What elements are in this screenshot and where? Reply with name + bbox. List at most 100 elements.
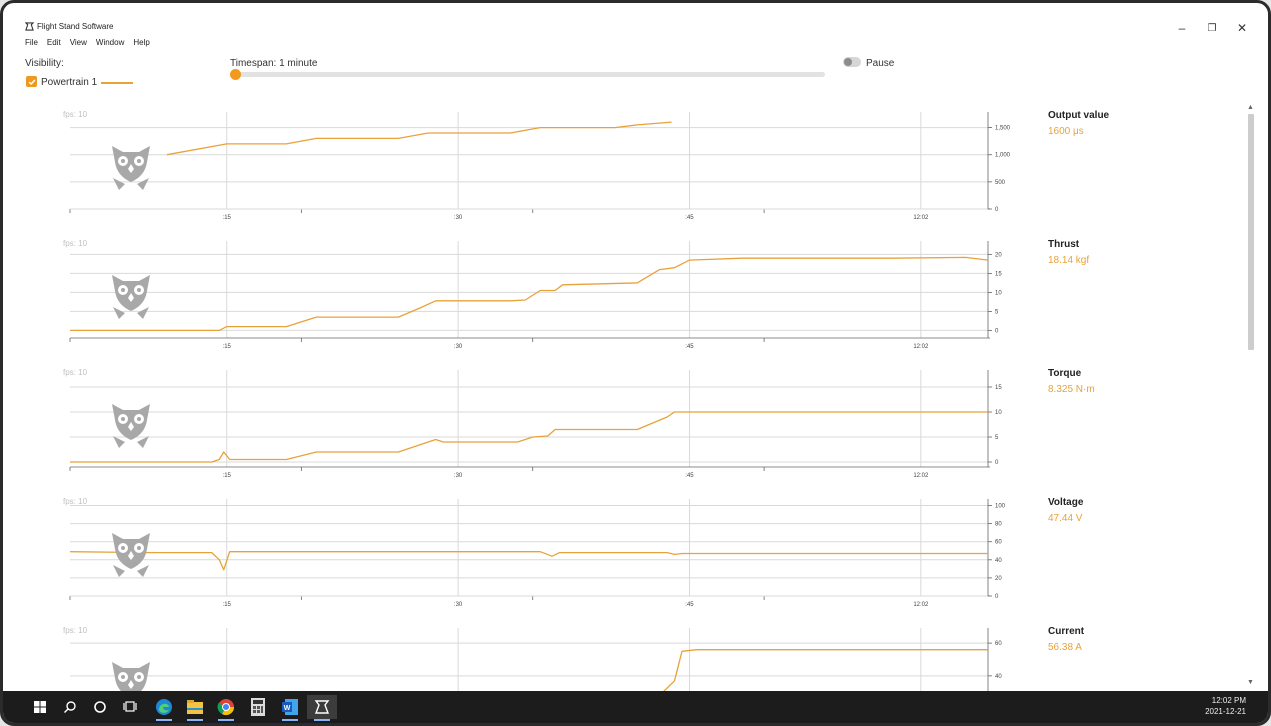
chart-plot[interactable]: :15:30:45 12:02 0 20 40 60 80 100 [43,491,1023,620]
series-line [166,121,672,156]
x-tick-label: :45 [685,602,694,608]
explorer-running-indicator [187,719,203,721]
fps-label: fps: 10 [63,497,88,506]
x-tick-label: 12:02 [913,602,929,608]
y-tick-label: 0 [995,207,999,213]
x-tick-label: :45 [685,344,694,350]
chrome-icon[interactable] [211,695,241,721]
x-tick-label: :15 [223,473,232,479]
chart-panel: fps: 10 :15 :30 :45 12:02 0 5 10 15 Torque 8.325 N… [43,362,1243,491]
edge-running-indicator [156,719,172,721]
owl-logo-icon [112,146,150,190]
x-tick-label: :30 [454,602,463,608]
file-explorer-icon[interactable] [180,695,210,721]
task-view-icon[interactable] [115,695,145,719]
menu-edit[interactable]: Edit [46,38,61,47]
clock-time[interactable]: 12:02 PM [1211,696,1246,705]
menu-bar: File Edit View Window Help [25,38,150,47]
owl-logo-icon [112,275,150,319]
edge-browser-icon[interactable] [149,695,179,721]
timespan-slider-thumb[interactable] [230,69,241,80]
channel-current-value: 8.325 N·m [1048,384,1095,395]
chart-panel: fps: 10:15:30:45 12:02 0 5 10 15 20 Thrust 18.14… [43,233,1243,362]
chart-panel: fps: 10:15:30:45 12:02 0 20 40 60 80 100 Voltage… [43,491,1243,620]
series-line [70,256,989,332]
y-tick-label: 100 [995,504,1006,510]
title-bar: Flight Stand Software – ❐ ✕ [3,3,1268,37]
channel-title: Torque [1048,368,1082,379]
channel-title: Voltage [1048,497,1084,508]
pause-toggle-knob [844,58,852,66]
pause-toggle[interactable] [843,57,861,67]
flight-stand-running-indicator [314,719,330,721]
powertrain-checkbox[interactable] [26,76,37,87]
close-button[interactable]: ✕ [1236,21,1248,35]
y-tick-label: 0 [995,328,999,334]
word-icon[interactable]: W [275,695,305,721]
y-tick-label: 5 [995,309,999,315]
pause-label: Pause [866,58,895,69]
clock-date[interactable]: 2021-12-21 [1205,707,1246,716]
scroll-up-icon[interactable]: ▲ [1247,104,1254,111]
scrollbar-thumb[interactable] [1248,114,1254,350]
powertrain-label: Powertrain 1 [41,77,98,88]
chart-plot[interactable]: :15 :30 :45 12:02 0 5 10 15 [43,362,1023,491]
flight-stand-taskbar-icon[interactable] [307,695,337,721]
cortana-icon[interactable] [85,695,115,719]
word-running-indicator [282,719,298,721]
windows-start-icon[interactable] [25,695,55,719]
search-icon[interactable] [55,695,85,719]
visibility-label: Visibility: [25,58,64,69]
fps-label: fps: 10 [63,110,88,119]
app-logo-icon [25,22,34,31]
x-tick-label: :45 [685,215,694,221]
scrollbar[interactable]: ▲ ▼ [1246,104,1256,690]
chrome-running-indicator [218,719,234,721]
chart-panel: fps: 10:15:30:45 12:02 0 500 1,000 1,500 Outpu… [43,104,1243,233]
owl-logo-icon [112,404,150,448]
y-tick-label: 0 [995,594,999,600]
y-tick-label: 15 [995,385,1002,391]
channel-current-value: 18.14 kgf [1048,255,1090,266]
channel-title: Current [1048,626,1085,637]
fps-label: fps: 10 [63,239,88,248]
menu-view[interactable]: View [69,38,87,47]
powertrain-legend-line [101,82,133,84]
channel-title: Thrust [1048,239,1080,250]
svg-text:W: W [284,705,291,712]
channel-title: Output value [1048,110,1110,121]
menu-file[interactable]: File [25,38,38,47]
x-tick-label: :30 [454,473,463,479]
y-tick-label: 10 [995,410,1002,416]
channel-current-value: 1600 μs [1048,126,1084,137]
y-tick-label: 5 [995,435,999,441]
menu-window[interactable]: Window [95,38,125,47]
series-line [69,551,988,571]
y-tick-label: 0 [995,460,999,466]
window-title: Flight Stand Software [37,22,114,31]
x-tick-label: 12:02 [913,473,929,479]
x-tick-label: :30 [454,344,463,350]
x-tick-label: :45 [685,473,694,479]
channel-current-value: 56.38 A [1048,642,1082,653]
calculator-icon[interactable] [243,695,273,719]
menu-help[interactable]: Help [133,38,150,47]
restore-button[interactable]: ❐ [1207,22,1217,34]
minimize-button[interactable]: – [1178,21,1186,35]
y-tick-label: 1,000 [995,153,1011,159]
x-tick-label: :30 [454,215,463,221]
series-line [70,411,988,463]
y-tick-label: 1,500 [995,126,1011,132]
y-tick-label: 20 [995,576,1002,582]
chart-plot[interactable]: :15:30:45 12:02 0 5 10 15 20 [43,233,1023,362]
scroll-down-icon[interactable]: ▼ [1247,679,1254,686]
y-tick-label: 60 [995,540,1002,546]
y-tick-label: 80 [995,522,1002,528]
y-tick-label: 20 [995,252,1002,258]
timespan-slider-track[interactable] [235,72,825,77]
timespan-label: Timespan: 1 minute [230,58,318,69]
y-tick-label: 40 [995,558,1002,564]
fps-label: fps: 10 [63,368,88,377]
chart-plot[interactable]: :15:30:45 12:02 0 500 1,000 1,500 [43,104,1023,233]
